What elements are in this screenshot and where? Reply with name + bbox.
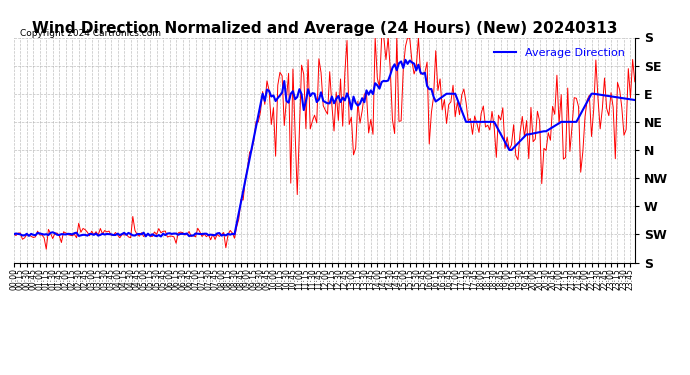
Legend: Average Direction: Average Direction	[489, 43, 629, 62]
Text: Copyright 2024 Cartronics.com: Copyright 2024 Cartronics.com	[20, 28, 161, 38]
Title: Wind Direction Normalized and Average (24 Hours) (New) 20240313: Wind Direction Normalized and Average (2…	[32, 21, 617, 36]
